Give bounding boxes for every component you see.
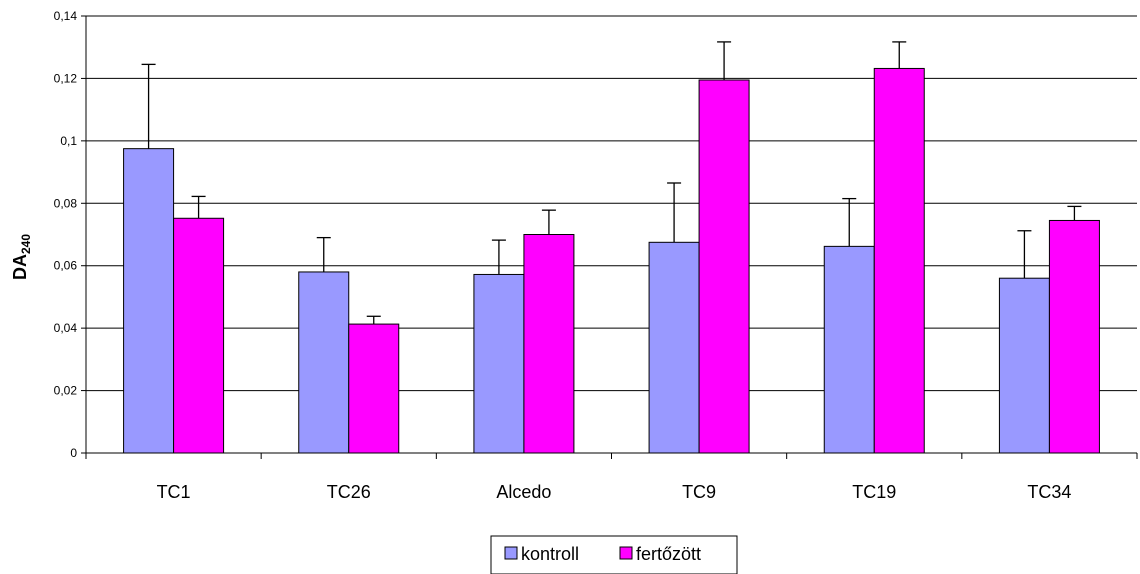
x-tick-label: TC1 [157, 482, 191, 502]
bars [123, 67, 1100, 454]
x-tick-label: TC26 [327, 482, 371, 502]
x-tick-label: Alcedo [496, 482, 551, 502]
y-tick-label: 0 [70, 446, 77, 460]
x-tick-label: TC19 [852, 482, 896, 502]
y-tick-label: 0,04 [54, 321, 78, 335]
bar-fertozott [1048, 219, 1100, 454]
y-axis-label-subscript: 240 [19, 234, 33, 254]
x-tick-label: TC9 [682, 482, 716, 502]
bar-kontroll [298, 271, 350, 454]
bar-fertozott [523, 234, 575, 454]
legend-swatch-kontroll [504, 546, 518, 560]
bar-kontroll [473, 273, 525, 454]
y-tick-label: 0,12 [54, 71, 78, 85]
bar-kontroll [648, 241, 700, 454]
legend: kontroll fertőzött [490, 535, 738, 574]
bar-kontroll [998, 277, 1050, 454]
bar-kontroll [123, 148, 175, 454]
legend-frame [490, 535, 738, 574]
legend-label-fertozott: fertőzött [636, 544, 701, 564]
y-tick-label: 0,14 [54, 9, 78, 23]
bar-kontroll [823, 245, 875, 454]
y-tick-label: 0,02 [54, 384, 78, 398]
y-tick-label: 0,06 [54, 259, 78, 273]
axis-labels: 0 0,02 0,04 0,06 0,08 0,1 0,12 0,14 TC1 TC26 Alced… [54, 9, 1072, 502]
gridlines [86, 15, 1137, 392]
y-tick-label: 0,08 [54, 196, 78, 210]
bar-fertozott [698, 79, 750, 454]
error-bars [141, 41, 1082, 325]
y-tick-label: 0,1 [60, 134, 77, 148]
axes [81, 15, 1138, 459]
legend-swatch-fertozott [619, 546, 633, 560]
bar-fertozott [173, 217, 225, 454]
bar-fertozott [348, 323, 400, 454]
bar-fertozott [873, 67, 925, 454]
y-axis-label: DA240 [10, 234, 33, 280]
y-axis-label-main: DA [10, 254, 30, 280]
x-tick-label: TC34 [1027, 482, 1071, 502]
legend-label-kontroll: kontroll [521, 544, 579, 564]
